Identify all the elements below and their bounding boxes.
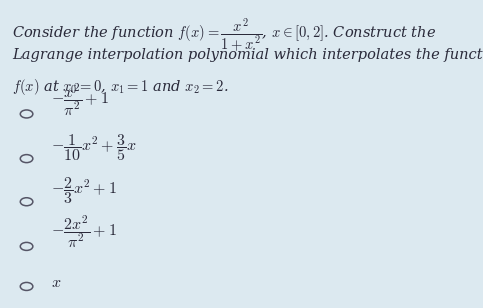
Text: Consider the function $f(x) = \dfrac{x^2}{1+x^2}$, $x \in [0, 2]$. Construct the: Consider the function $f(x) = \dfrac{x^2…: [12, 17, 436, 54]
Text: $-\dfrac{2x^2}{\pi^2} + 1$: $-\dfrac{2x^2}{\pi^2} + 1$: [51, 214, 116, 251]
Text: Lagrange interpolation polynomial which interpolates the function: Lagrange interpolation polynomial which …: [12, 48, 483, 62]
Text: $f(x)$ at $x_0 = 0$, $x_1 = 1$ and $x_2 = 2$.: $f(x)$ at $x_0 = 0$, $x_1 = 1$ and $x_2 …: [12, 77, 228, 97]
Text: $-\dfrac{2}{3}x^2 + 1$: $-\dfrac{2}{3}x^2 + 1$: [51, 175, 116, 206]
Text: $-\dfrac{x^2}{\pi^2} + 1$: $-\dfrac{x^2}{\pi^2} + 1$: [51, 81, 109, 119]
Text: $x$: $x$: [51, 274, 61, 291]
Text: $-\dfrac{1}{10}x^2 + \dfrac{3}{5}x$: $-\dfrac{1}{10}x^2 + \dfrac{3}{5}x$: [51, 132, 136, 163]
